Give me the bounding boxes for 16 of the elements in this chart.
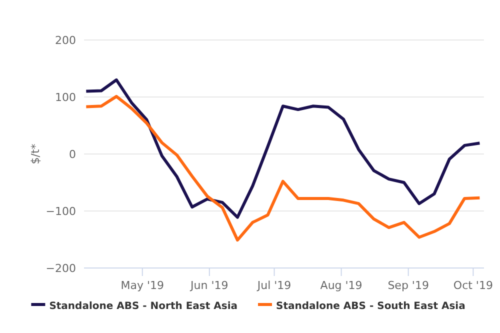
y-tick-label: 100 [55,91,76,104]
x-tick-label: Aug '19 [320,279,362,292]
line-series [84,78,482,219]
x-tick-label: Jun '19 [190,279,228,292]
y-tick-label: −200 [46,262,76,275]
line-series [84,94,482,242]
y-axis-title: $/t* [29,143,42,164]
x-tick-label: Oct '19 [453,279,493,292]
x-tick-label: May '19 [120,279,164,292]
legend-label: Standalone ABS - North East Asia [49,301,238,312]
x-tick-label: Sep '19 [388,279,429,292]
x-tick-label: Jul '19 [256,279,292,292]
y-tick-label: −100 [46,205,76,218]
y-tick-label: 0 [69,148,76,161]
legend-label: Standalone ABS - South East Asia [276,301,466,312]
y-tick-label: 200 [55,34,76,47]
